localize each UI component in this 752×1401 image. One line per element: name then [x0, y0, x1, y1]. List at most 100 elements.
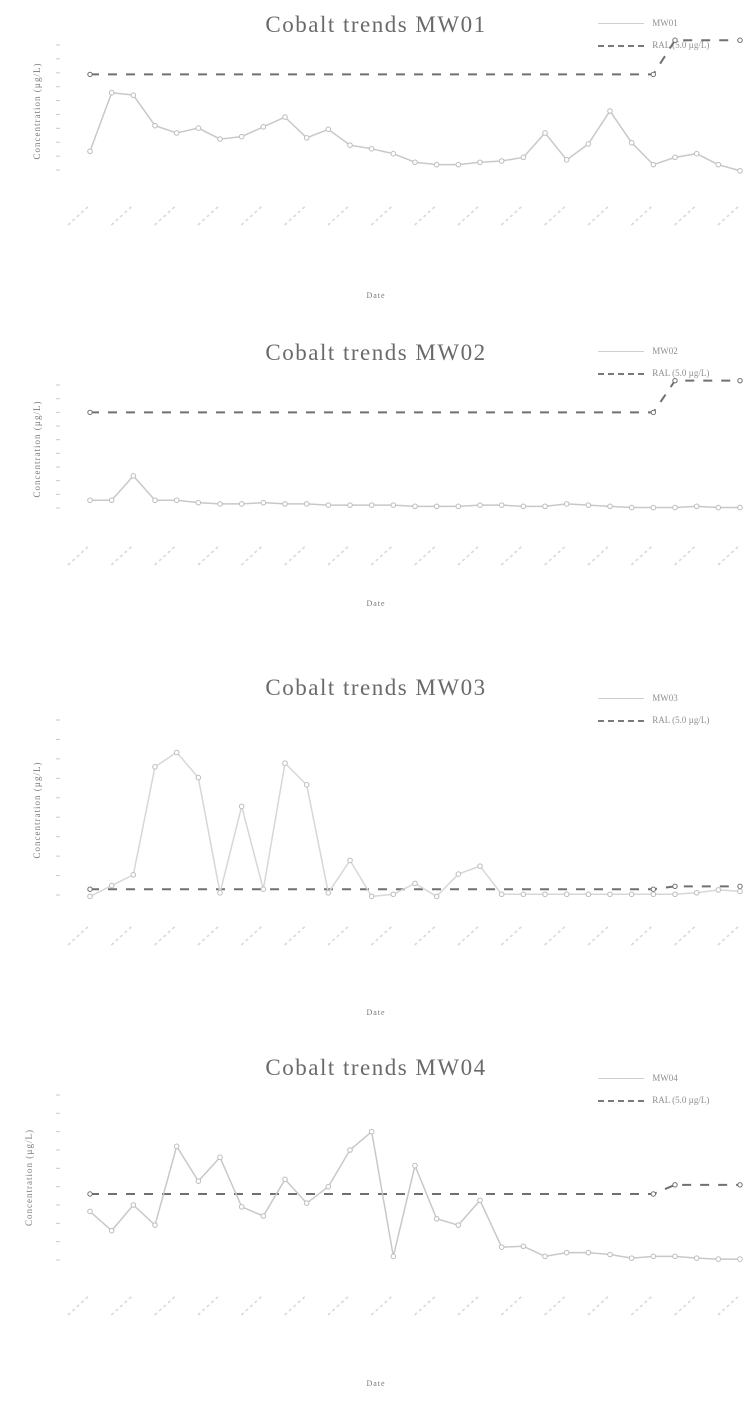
x-tick-label — [630, 204, 654, 226]
legend: MW01 RAL (5.0 µg/L) — [598, 12, 748, 56]
data-point — [108, 1227, 115, 1234]
data-point — [260, 124, 267, 130]
x-tick-label — [327, 924, 351, 946]
legend-limit-label: RAL (5.0 µg/L) — [652, 40, 710, 50]
legend-limit-swatch — [598, 44, 644, 47]
legend-item: RAL (5.0 µg/L) — [598, 362, 748, 384]
y-axis-title: Concentration (µg/L) — [32, 63, 42, 160]
x-tick-label — [544, 924, 568, 946]
data-point — [542, 1253, 548, 1260]
x-axis-label: Date — [366, 291, 386, 300]
data-point — [130, 1202, 137, 1208]
data-point — [693, 503, 700, 510]
series-line-mw01 — [89, 91, 741, 172]
data-point — [130, 872, 137, 878]
data-point — [412, 880, 418, 887]
legend-series-label: MW01 — [652, 18, 678, 28]
data-point — [542, 130, 548, 136]
x-axis-label: Date — [366, 1379, 386, 1388]
legend-limit-swatch — [598, 719, 644, 722]
legend: MW02 RAL (5.0 µg/L) — [598, 340, 748, 384]
y-axis-title: Concentration (µg/L) — [32, 762, 42, 859]
data-point — [368, 146, 375, 152]
x-tick-label — [674, 544, 698, 566]
data-point — [152, 1222, 158, 1228]
data-point — [325, 126, 332, 133]
data-point — [368, 893, 375, 900]
legend: MW04 RAL (5.0 µg/L) — [598, 1067, 748, 1111]
legend-limit-label: RAL (5.0 µg/L) — [652, 368, 710, 378]
data-point — [390, 502, 397, 508]
legend-series-label: MW02 — [652, 346, 678, 356]
data-point — [108, 89, 115, 96]
data-point — [650, 161, 657, 168]
data-point — [390, 150, 397, 157]
data-point — [520, 154, 527, 161]
data-point — [412, 1162, 418, 1169]
data-point — [650, 891, 657, 898]
data-point — [217, 890, 223, 896]
x-axis-label: Date — [366, 1008, 386, 1017]
x-tick-label — [587, 204, 611, 226]
chart-panel-mw02: Cobalt trends MW02 MW02 RAL (5.0 µg/L) C… — [0, 340, 752, 620]
x-tick-label — [110, 204, 134, 226]
x-tick-label — [240, 544, 264, 566]
x-tick-label — [67, 924, 91, 946]
data-point — [498, 158, 505, 164]
ral-point — [650, 71, 657, 78]
data-point — [260, 499, 267, 506]
x-tick-label — [154, 544, 178, 566]
x-tick-label — [674, 1294, 698, 1316]
data-point — [650, 504, 657, 511]
x-tick-label — [587, 924, 611, 946]
data-point — [477, 159, 483, 166]
data-point — [498, 891, 505, 898]
data-point — [195, 1178, 202, 1184]
x-tick-label — [67, 204, 91, 226]
data-point — [303, 135, 310, 141]
data-point — [217, 136, 223, 142]
ral-point — [87, 71, 93, 78]
x-tick-label — [414, 1294, 438, 1316]
ral-point — [737, 377, 743, 384]
data-point — [563, 501, 570, 507]
data-point — [303, 782, 310, 788]
legend-limit-label: RAL (5.0 µg/L) — [652, 715, 710, 725]
x-tick-label — [630, 544, 654, 566]
series-line-mw03 — [89, 751, 741, 898]
data-point — [108, 882, 115, 889]
x-axis-label: Date — [366, 599, 386, 608]
x-tick-label — [674, 924, 698, 946]
data-point — [737, 167, 743, 174]
x-tick-label — [544, 1294, 568, 1316]
x-tick-label — [370, 204, 394, 226]
data-point — [282, 1176, 288, 1183]
data-point — [607, 891, 613, 898]
data-point — [585, 1249, 592, 1256]
data-point — [737, 504, 743, 511]
data-point — [390, 1253, 397, 1260]
data-point — [173, 497, 180, 504]
chart-panel-mw04: Cobalt trends MW04 MW04 RAL (5.0 µg/L) C… — [0, 1055, 752, 1401]
data-point — [303, 1200, 310, 1206]
x-tick-label — [197, 204, 221, 226]
chart-plot: Concentration (µg/L) — [24, 1094, 743, 1316]
x-tick-label — [284, 924, 308, 946]
data-point — [238, 133, 245, 140]
x-tick-label — [197, 924, 221, 946]
series-line-ral — [90, 39, 740, 76]
legend-item: MW04 — [598, 1067, 748, 1089]
ral-point — [672, 883, 678, 890]
data-point — [607, 108, 613, 114]
data-point — [672, 154, 678, 161]
data-point — [672, 891, 678, 898]
data-point — [238, 803, 245, 810]
x-tick-label — [544, 204, 568, 226]
x-tick-label — [500, 1294, 524, 1316]
legend-limit-label: RAL (5.0 µg/L) — [652, 1095, 710, 1105]
data-point — [282, 114, 288, 120]
legend-series-label: MW03 — [652, 693, 678, 703]
x-tick-label — [587, 544, 611, 566]
x-tick-label — [284, 544, 308, 566]
legend-series-swatch — [598, 698, 644, 700]
